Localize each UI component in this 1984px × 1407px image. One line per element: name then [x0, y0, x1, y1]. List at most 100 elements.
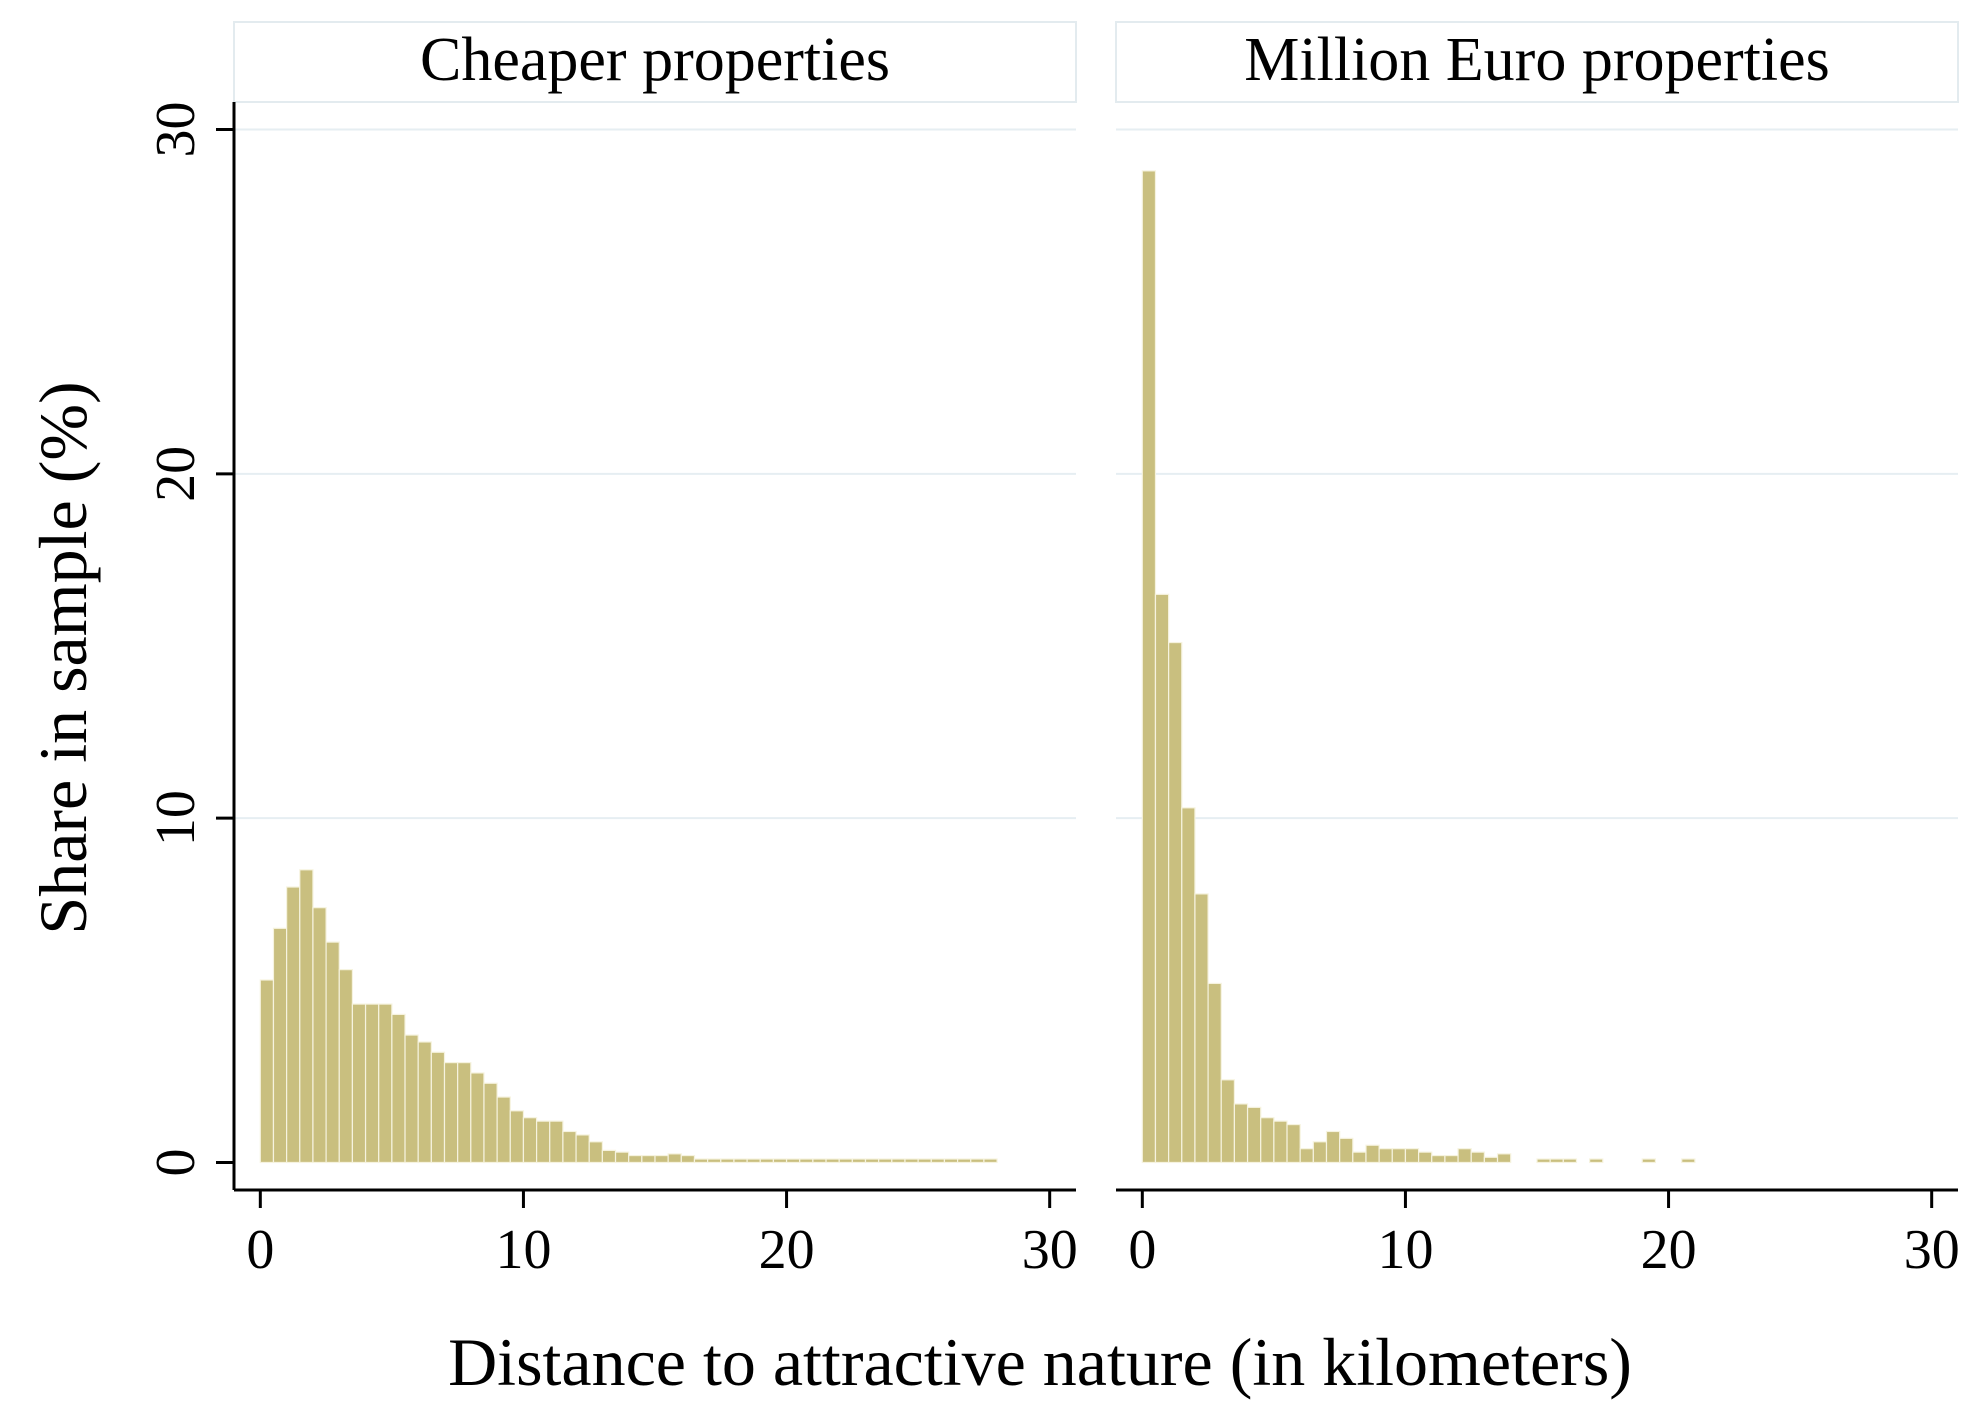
histogram-bar: [1194, 893, 1209, 1164]
histogram-bar: [693, 1158, 709, 1164]
y-tick-label: 20: [145, 446, 207, 502]
histogram-bar: [1536, 1158, 1551, 1164]
histogram-bar: [785, 1158, 801, 1164]
histogram-bar: [733, 1158, 748, 1164]
panel-title: Cheaper properties: [420, 26, 890, 94]
histogram-bar: [1207, 982, 1222, 1164]
histogram-bar: [851, 1158, 867, 1164]
histogram-bar: [1378, 1148, 1393, 1164]
histogram-bar: [1496, 1153, 1512, 1164]
histogram-bar: [1273, 1120, 1288, 1164]
histogram-bar: [1312, 1141, 1328, 1164]
histogram-bar: [956, 1158, 972, 1164]
histogram-bar: [1154, 593, 1170, 1164]
y-tick-label: 30: [145, 102, 207, 158]
histogram-bar: [878, 1158, 893, 1164]
histogram-bar: [654, 1154, 669, 1164]
histogram-bar: [272, 927, 288, 1164]
histogram-bar: [457, 1062, 472, 1164]
panel-title-strip: [1115, 21, 1959, 103]
x-tick-label: 10: [495, 1219, 551, 1281]
histogram-bar: [904, 1158, 919, 1164]
histogram-bar: [601, 1149, 617, 1164]
histogram-bar: [1470, 1151, 1485, 1164]
histogram-bar: [1391, 1148, 1407, 1164]
histogram-bar: [812, 1158, 827, 1164]
histogram-bar: [1589, 1158, 1604, 1164]
histogram-bar: [259, 979, 275, 1164]
histogram-bar: [1352, 1151, 1367, 1164]
histogram-bar: [1325, 1130, 1341, 1164]
bars: [1141, 170, 1696, 1164]
panel-million-euro-properties: Million Euro properties 0 10 20 30: [1115, 21, 1960, 1281]
histogram-bar: [351, 1003, 367, 1164]
histogram-bar: [799, 1158, 814, 1164]
histogram-bar: [1260, 1117, 1275, 1164]
histogram-bar: [417, 1041, 432, 1164]
histogram-bar: [1141, 170, 1157, 1164]
x-tick-label: 20: [1641, 1219, 1697, 1281]
histogram-bar: [1641, 1158, 1657, 1164]
x-tick-label: 30: [1022, 1219, 1078, 1281]
histogram-bar: [1181, 807, 1196, 1164]
histogram-bar: [1168, 641, 1183, 1164]
histogram-bar: [364, 1003, 380, 1164]
y-axis-title: Share in sample (%): [25, 381, 101, 934]
x-tick-label: 0: [246, 1219, 274, 1281]
histogram-bar: [1417, 1151, 1433, 1164]
histogram-bar: [838, 1158, 853, 1164]
histogram-bar: [680, 1154, 696, 1164]
histogram-bar: [286, 886, 301, 1164]
histogram-bar: [312, 907, 327, 1164]
histogram-bar: [522, 1117, 538, 1164]
histogram-bar: [772, 1158, 788, 1164]
histogram-bar: [628, 1154, 643, 1164]
histogram-bar: [746, 1158, 761, 1164]
histogram-bar: [575, 1134, 590, 1164]
histogram-bar: [1286, 1123, 1301, 1164]
histogram-bar: [891, 1158, 906, 1164]
histogram-bar: [588, 1141, 603, 1164]
y-tick-label: 0: [145, 1148, 207, 1176]
histogram-bar: [1220, 1079, 1236, 1164]
histogram-bar: [325, 941, 340, 1164]
histogram-bar: [1365, 1144, 1380, 1164]
histogram-bar: [1299, 1148, 1314, 1164]
histogram-bar: [299, 869, 314, 1164]
x-tick-label: 10: [1377, 1219, 1433, 1281]
histogram-bar: [759, 1158, 775, 1164]
histogram-bar: [509, 1110, 525, 1164]
histogram-bar: [864, 1158, 880, 1164]
histogram-bar: [1339, 1137, 1354, 1164]
gridlines: [234, 128, 1076, 820]
histogram-bar: [720, 1158, 735, 1164]
histogram-bar: [470, 1072, 485, 1164]
histogram-bar: [404, 1034, 419, 1164]
histogram-bar: [943, 1158, 959, 1164]
x-axis: 0 10 20 30: [234, 1188, 1078, 1281]
x-axis-title: Distance to attractive nature (in kilome…: [448, 1324, 1632, 1400]
y-tick-label: 10: [145, 790, 207, 846]
histogram-bar: [641, 1154, 656, 1164]
histogram-bar: [1444, 1154, 1459, 1164]
histogram-bar: [1483, 1156, 1499, 1164]
histogram-bar: [443, 1062, 459, 1164]
bars: [259, 869, 998, 1164]
x-tick-label: 20: [759, 1219, 815, 1281]
panel-cheaper-properties: Cheaper properties 0 10 20 30 0 10 20 30: [145, 21, 1078, 1281]
panel-title: Million Euro properties: [1244, 26, 1829, 94]
histogram-bar: [1562, 1158, 1578, 1164]
histogram-bar: [667, 1153, 682, 1164]
histogram-bar: [1233, 1103, 1249, 1164]
histogram-bar: [562, 1130, 577, 1164]
panel-title-strip: [233, 21, 1077, 103]
histogram-bar: [496, 1096, 511, 1164]
histogram-bar: [430, 1051, 446, 1164]
histogram-bar: [930, 1158, 946, 1164]
histogram-bar: [338, 969, 354, 1164]
histogram-bar: [1681, 1158, 1696, 1164]
x-tick-label: 0: [1128, 1219, 1156, 1281]
histogram-bar: [483, 1082, 498, 1164]
gridlines: [1116, 128, 1958, 820]
